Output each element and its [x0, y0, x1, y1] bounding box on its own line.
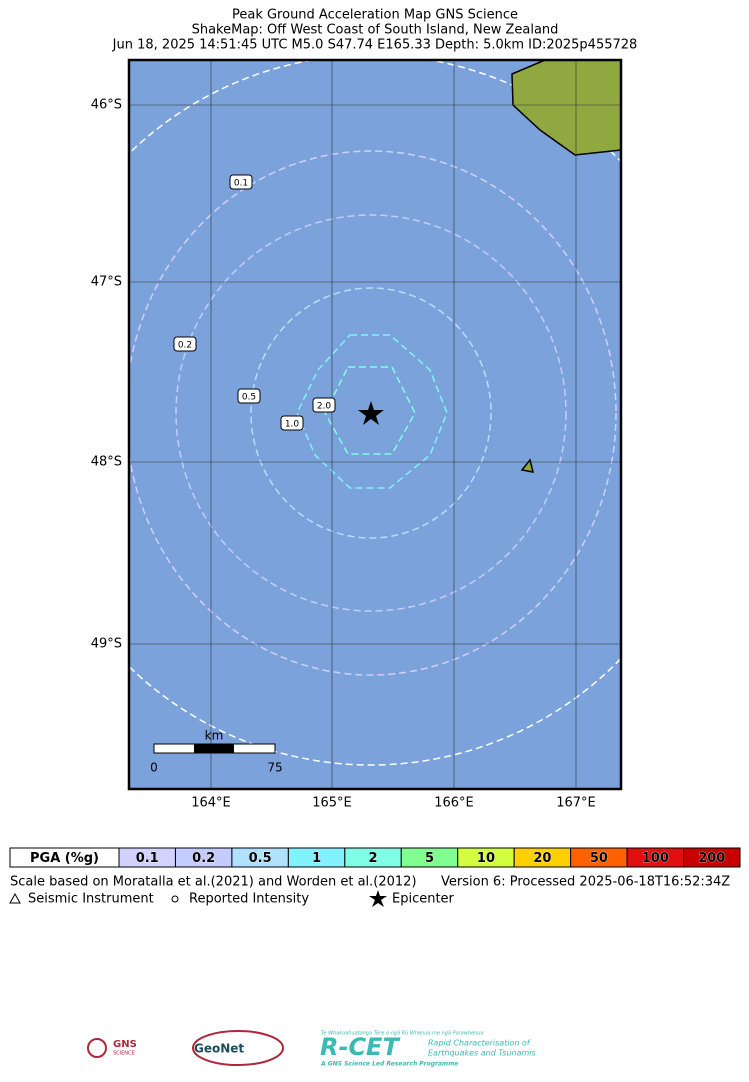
contour-line — [129, 150, 617, 676]
rcet-desc: Rapid Characterisation of — [428, 1039, 531, 1048]
legend-label: 20 — [533, 851, 551, 866]
gns-logo: GNS — [113, 1039, 137, 1050]
symbol-label: Reported Intensity — [189, 892, 309, 907]
contour-label-box — [229, 174, 253, 190]
island — [520, 458, 535, 473]
legend-label: 100 — [642, 851, 669, 866]
legend-label: 1 — [312, 851, 321, 866]
geonet-ring — [192, 1030, 284, 1066]
contour-line — [324, 366, 416, 455]
lon-label: 167°E — [556, 796, 596, 811]
contours — [129, 60, 621, 766]
lon-label: 164°E — [191, 796, 231, 811]
scale-bar-segment — [194, 744, 234, 753]
graticule — [129, 60, 621, 789]
rcet-top: Te Whakaahuatanga Tere o ngā Rū Whenua m… — [321, 1031, 483, 1037]
rcet-desc: Earthquakes and Tsunamis — [428, 1049, 536, 1058]
contour-line — [296, 334, 448, 489]
legend-header: PGA (%g) — [30, 851, 99, 866]
legend-label: 2 — [369, 851, 378, 866]
lat-label: 48°S — [91, 455, 122, 470]
pga-legend: PGA (%g) 0.1 0.2 0.5 1 2 5 10 20 50 100 200 — [9, 847, 741, 868]
contour-label: 0.2 — [178, 341, 192, 351]
contour-label-box — [173, 336, 197, 352]
scale-unit: km — [205, 729, 224, 743]
legend-label: 50 — [590, 851, 608, 866]
symbol-label: Seismic Instrument — [28, 892, 154, 907]
contour-label-box — [312, 397, 336, 413]
legend-label: 5 — [425, 851, 434, 866]
logos: GNS SCIENCE GeoNet Te Whakaahuatanga Ter… — [87, 1030, 536, 1068]
lon-label: 166°E — [434, 796, 474, 811]
lat-label: 47°S — [91, 275, 122, 290]
symbol-label: Epicenter — [392, 892, 455, 907]
instrument-symbol — [9, 892, 21, 904]
scale-end: 75 — [267, 761, 282, 775]
scale-note: Scale based on Moratalla et al.(2021) an… — [10, 875, 417, 890]
map-frame — [127, 58, 623, 791]
contour-label-box — [237, 388, 261, 404]
legend-label: 0.2 — [192, 851, 215, 866]
gns-logo-sub: SCIENCE — [113, 1051, 135, 1057]
contour-label: 0.5 — [242, 393, 256, 403]
lon-label: 165°E — [312, 796, 352, 811]
lat-label: 49°S — [91, 637, 122, 652]
contour-line — [175, 214, 567, 612]
rcet-logo: R-CET — [320, 1033, 400, 1061]
contour-line — [250, 287, 492, 539]
title: Peak Ground Acceleration Map GNS Science — [232, 8, 518, 23]
legend-label: 10 — [477, 851, 495, 866]
contour-label-box — [280, 415, 304, 431]
rcet-bottom: A GNS Science Led Research Programme — [320, 1061, 458, 1068]
contour-line — [129, 60, 621, 766]
legend-cell — [683, 847, 741, 868]
scale-start: 0 — [150, 761, 158, 775]
ocean — [129, 60, 621, 789]
lat-label: 46°S — [91, 98, 122, 113]
epicenter-symbol — [369, 890, 387, 907]
land — [511, 60, 621, 156]
gns-icon — [87, 1038, 107, 1058]
subtitle: ShakeMap: Off West Coast of South Island… — [192, 23, 559, 38]
contour-label: 1.0 — [285, 420, 300, 430]
contour-label: 2.0 — [317, 402, 332, 412]
legend-label: 200 — [698, 851, 725, 866]
epicenter — [358, 401, 384, 425]
intensity-symbol — [171, 895, 179, 903]
legend-label: 0.5 — [249, 851, 272, 866]
event-info: Jun 18, 2025 14:51:45 UTC M5.0 S47.74 E1… — [112, 38, 638, 53]
version: Version 6: Processed 2025-06-18T16:52:34… — [441, 875, 730, 890]
contour-label: 0.1 — [234, 179, 248, 189]
geonet-logo: GeoNet — [194, 1042, 244, 1056]
legend-label: 0.1 — [136, 851, 159, 866]
